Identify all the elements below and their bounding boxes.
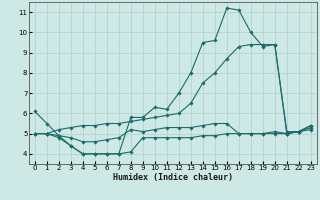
X-axis label: Humidex (Indice chaleur): Humidex (Indice chaleur) — [113, 173, 233, 182]
